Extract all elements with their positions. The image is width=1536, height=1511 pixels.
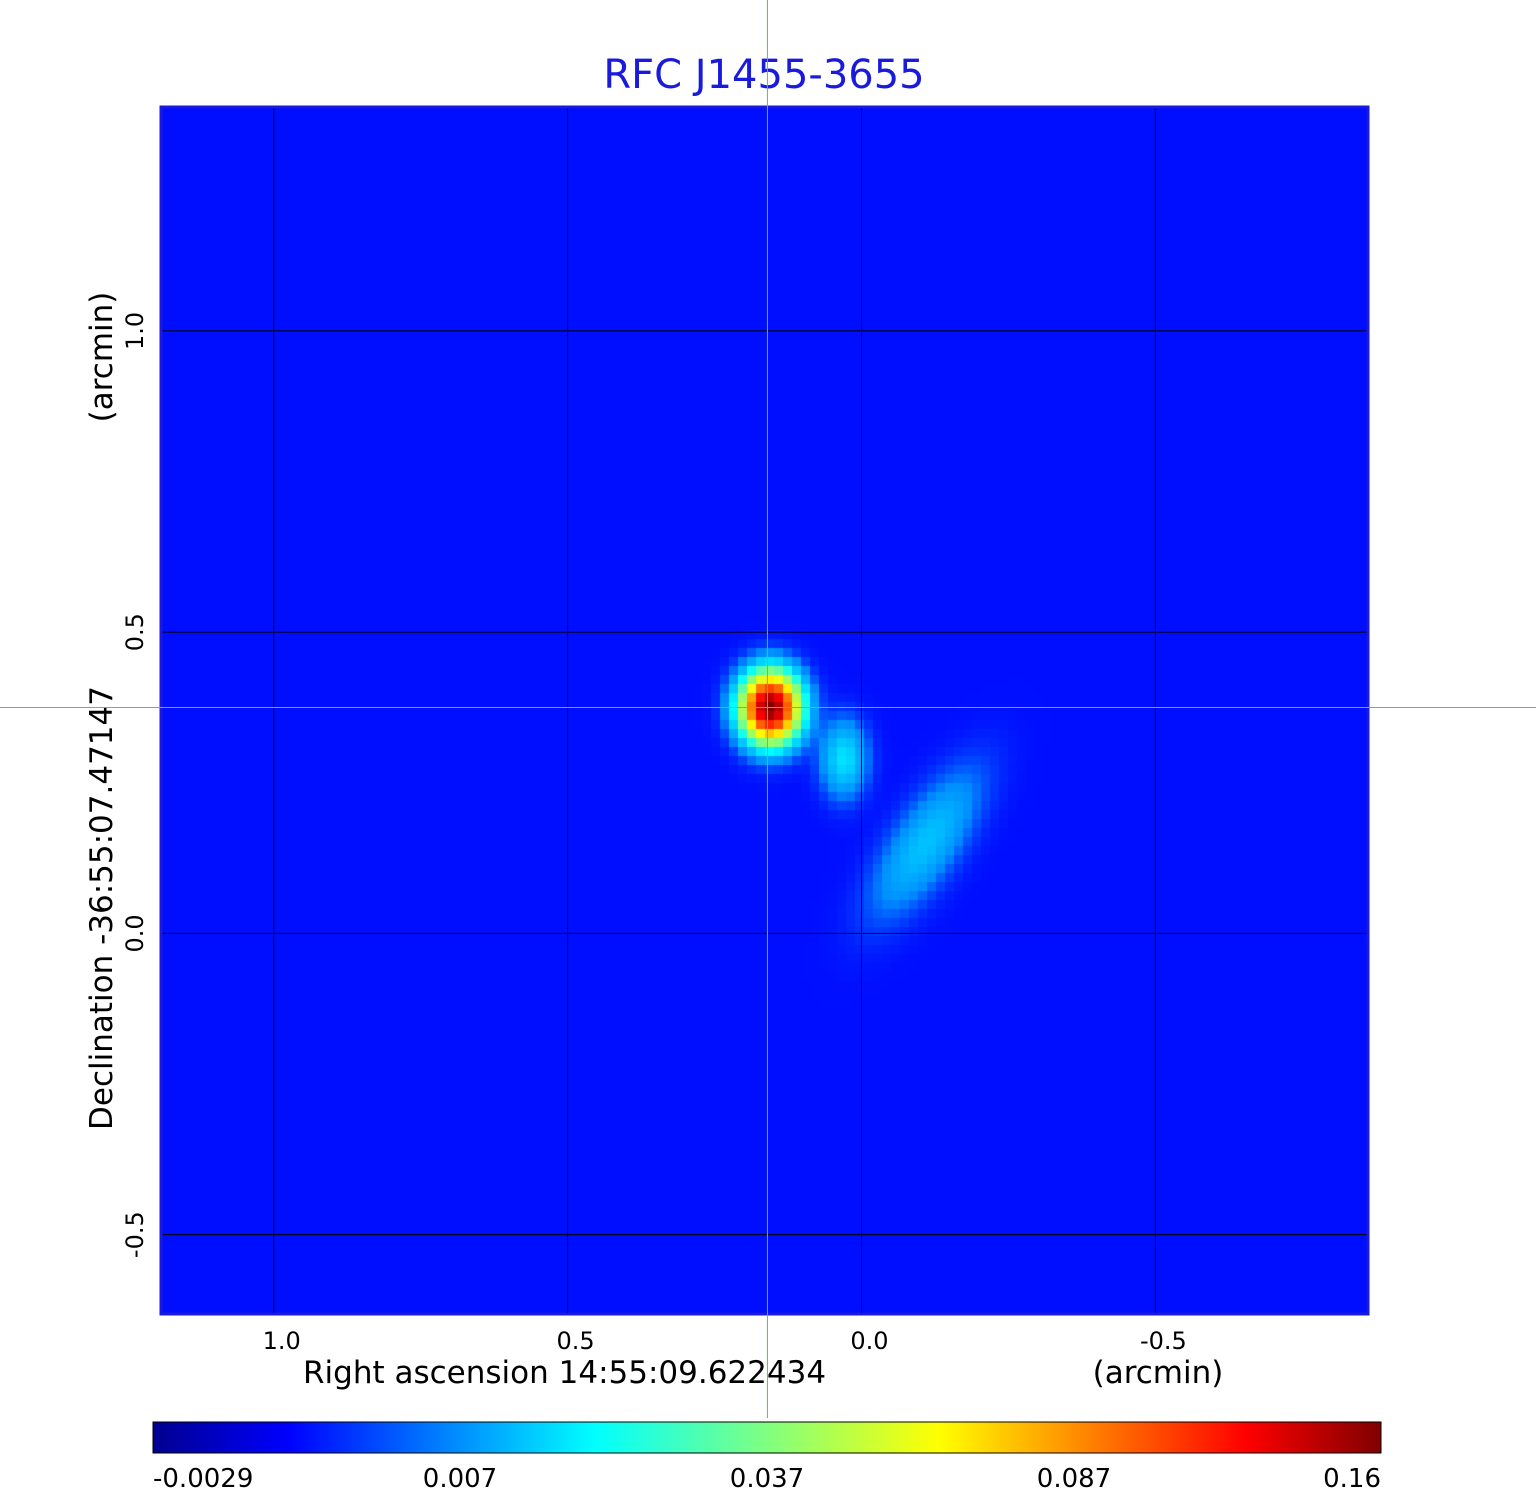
plot-frame: [159, 105, 1370, 1316]
y-axis-unit: (arcmin): [84, 292, 120, 423]
x-axis-label: Right ascension 14:55:09.622434: [303, 1355, 826, 1391]
x-tick-labels: 1.0 0.5 0.0 -0.5: [263, 1327, 1187, 1355]
colorbar-tick-label: 0.16: [1323, 1464, 1381, 1494]
x-tick-label: 0.5: [556, 1327, 594, 1355]
x-tick-label: -0.5: [1140, 1327, 1187, 1355]
y-tick-label: 0.5: [121, 613, 149, 651]
y-tick-label: -0.5: [121, 1211, 149, 1258]
colorbar-tick-label: 0.037: [730, 1464, 804, 1494]
grid-lines: [162, 108, 1367, 1313]
y-tick-labels: 1.0 0.5 0.0 -0.5: [121, 312, 149, 1258]
y-tick-label: 1.0: [121, 312, 149, 350]
x-tick-label: 1.0: [263, 1327, 301, 1355]
x-tick-label: 0.0: [850, 1327, 888, 1355]
colorbar-tick-label: -0.0029: [153, 1464, 253, 1494]
y-tick-label: 0.0: [121, 914, 149, 952]
colorbar-tick-labels: -0.0029 0.007 0.037 0.087 0.16: [153, 1464, 1381, 1494]
colorbar: [152, 1421, 1382, 1454]
colorbar-tick-label: 0.007: [423, 1464, 497, 1494]
heatmap-image: [162, 108, 1367, 1313]
colorbar-tick-label: 0.087: [1037, 1464, 1111, 1494]
chart-title: RFC J1455-3655: [603, 52, 924, 98]
crosshair: [0, 0, 1536, 1418]
y-axis-label: Declination -36:55:07.47147: [84, 686, 120, 1130]
x-axis-unit: (arcmin): [1093, 1355, 1224, 1391]
